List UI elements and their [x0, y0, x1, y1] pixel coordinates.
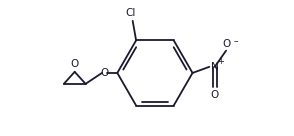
- Text: O: O: [71, 59, 79, 69]
- Text: Cl: Cl: [126, 8, 136, 18]
- Text: –: –: [234, 37, 238, 46]
- Text: +: +: [217, 57, 224, 66]
- Text: O: O: [222, 39, 230, 49]
- Text: O: O: [211, 90, 219, 100]
- Text: N: N: [211, 62, 219, 72]
- Text: O: O: [100, 68, 108, 78]
